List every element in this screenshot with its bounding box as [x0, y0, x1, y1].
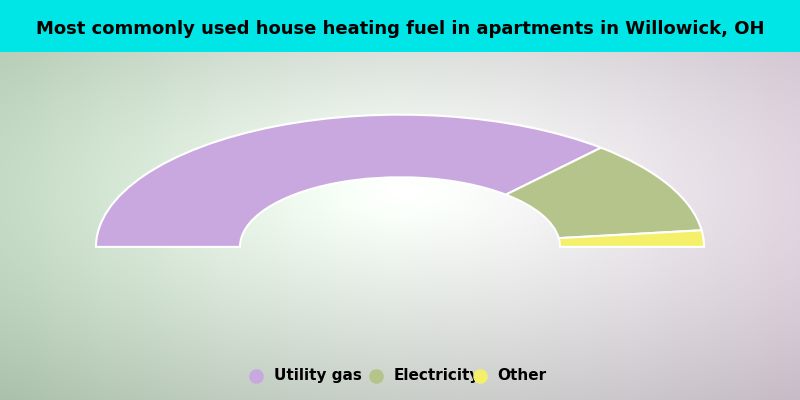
Text: Utility gas: Utility gas — [274, 368, 362, 383]
Text: Most commonly used house heating fuel in apartments in Willowick, OH: Most commonly used house heating fuel in… — [36, 20, 764, 38]
Wedge shape — [96, 115, 601, 247]
Wedge shape — [506, 148, 702, 238]
Point — [250, 372, 262, 379]
Wedge shape — [558, 230, 704, 247]
Point — [474, 372, 486, 379]
Text: Electricity: Electricity — [394, 368, 480, 383]
Text: Other: Other — [498, 368, 546, 383]
Point — [370, 372, 382, 379]
